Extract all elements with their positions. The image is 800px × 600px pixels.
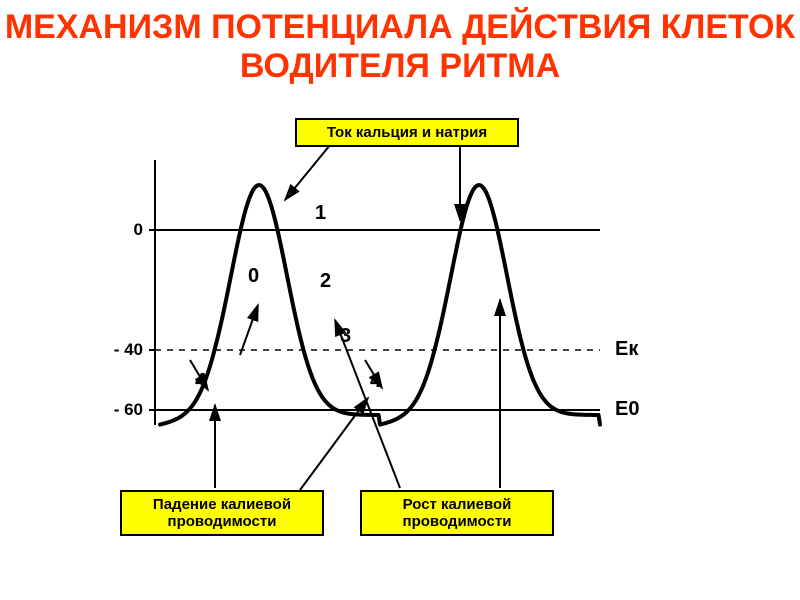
phase-label: 4 <box>370 370 381 393</box>
callout-br-line2: проводимости <box>403 513 512 530</box>
ytick-label: - 40 <box>114 340 143 360</box>
label-ek: Eк <box>615 338 638 361</box>
ytick-label: - 60 <box>114 400 143 420</box>
callout-top-text: Ток кальция и натрия <box>327 124 487 141</box>
phase-label: 3 <box>340 325 351 348</box>
callout-bl-line1: Падение калиевой <box>153 496 291 513</box>
slide-title: МЕХАНИЗМ ПОТЕНЦИАЛА ДЕЙСТВИЯ КЛЕТОК ВОДИ… <box>0 8 800 86</box>
phase-label: 2 <box>320 270 331 293</box>
ytick-label: 0 <box>134 220 143 240</box>
callout-br-line1: Рост калиевой <box>403 496 512 513</box>
callout-top: Ток кальция и натрия <box>295 118 519 147</box>
phase-label: 1 <box>315 202 326 225</box>
callout-bottom-right: Рост калиевой проводимости <box>360 490 554 536</box>
callout-bl-line2: проводимости <box>168 513 277 530</box>
callout-bottom-left: Падение калиевой проводимости <box>120 490 324 536</box>
label-e0: E0 <box>615 398 639 421</box>
chart-area: Ток кальция и натрия Падение калиевой пр… <box>100 130 700 580</box>
phase-label: 4 <box>195 370 206 393</box>
phase-label: 0 <box>248 265 259 288</box>
